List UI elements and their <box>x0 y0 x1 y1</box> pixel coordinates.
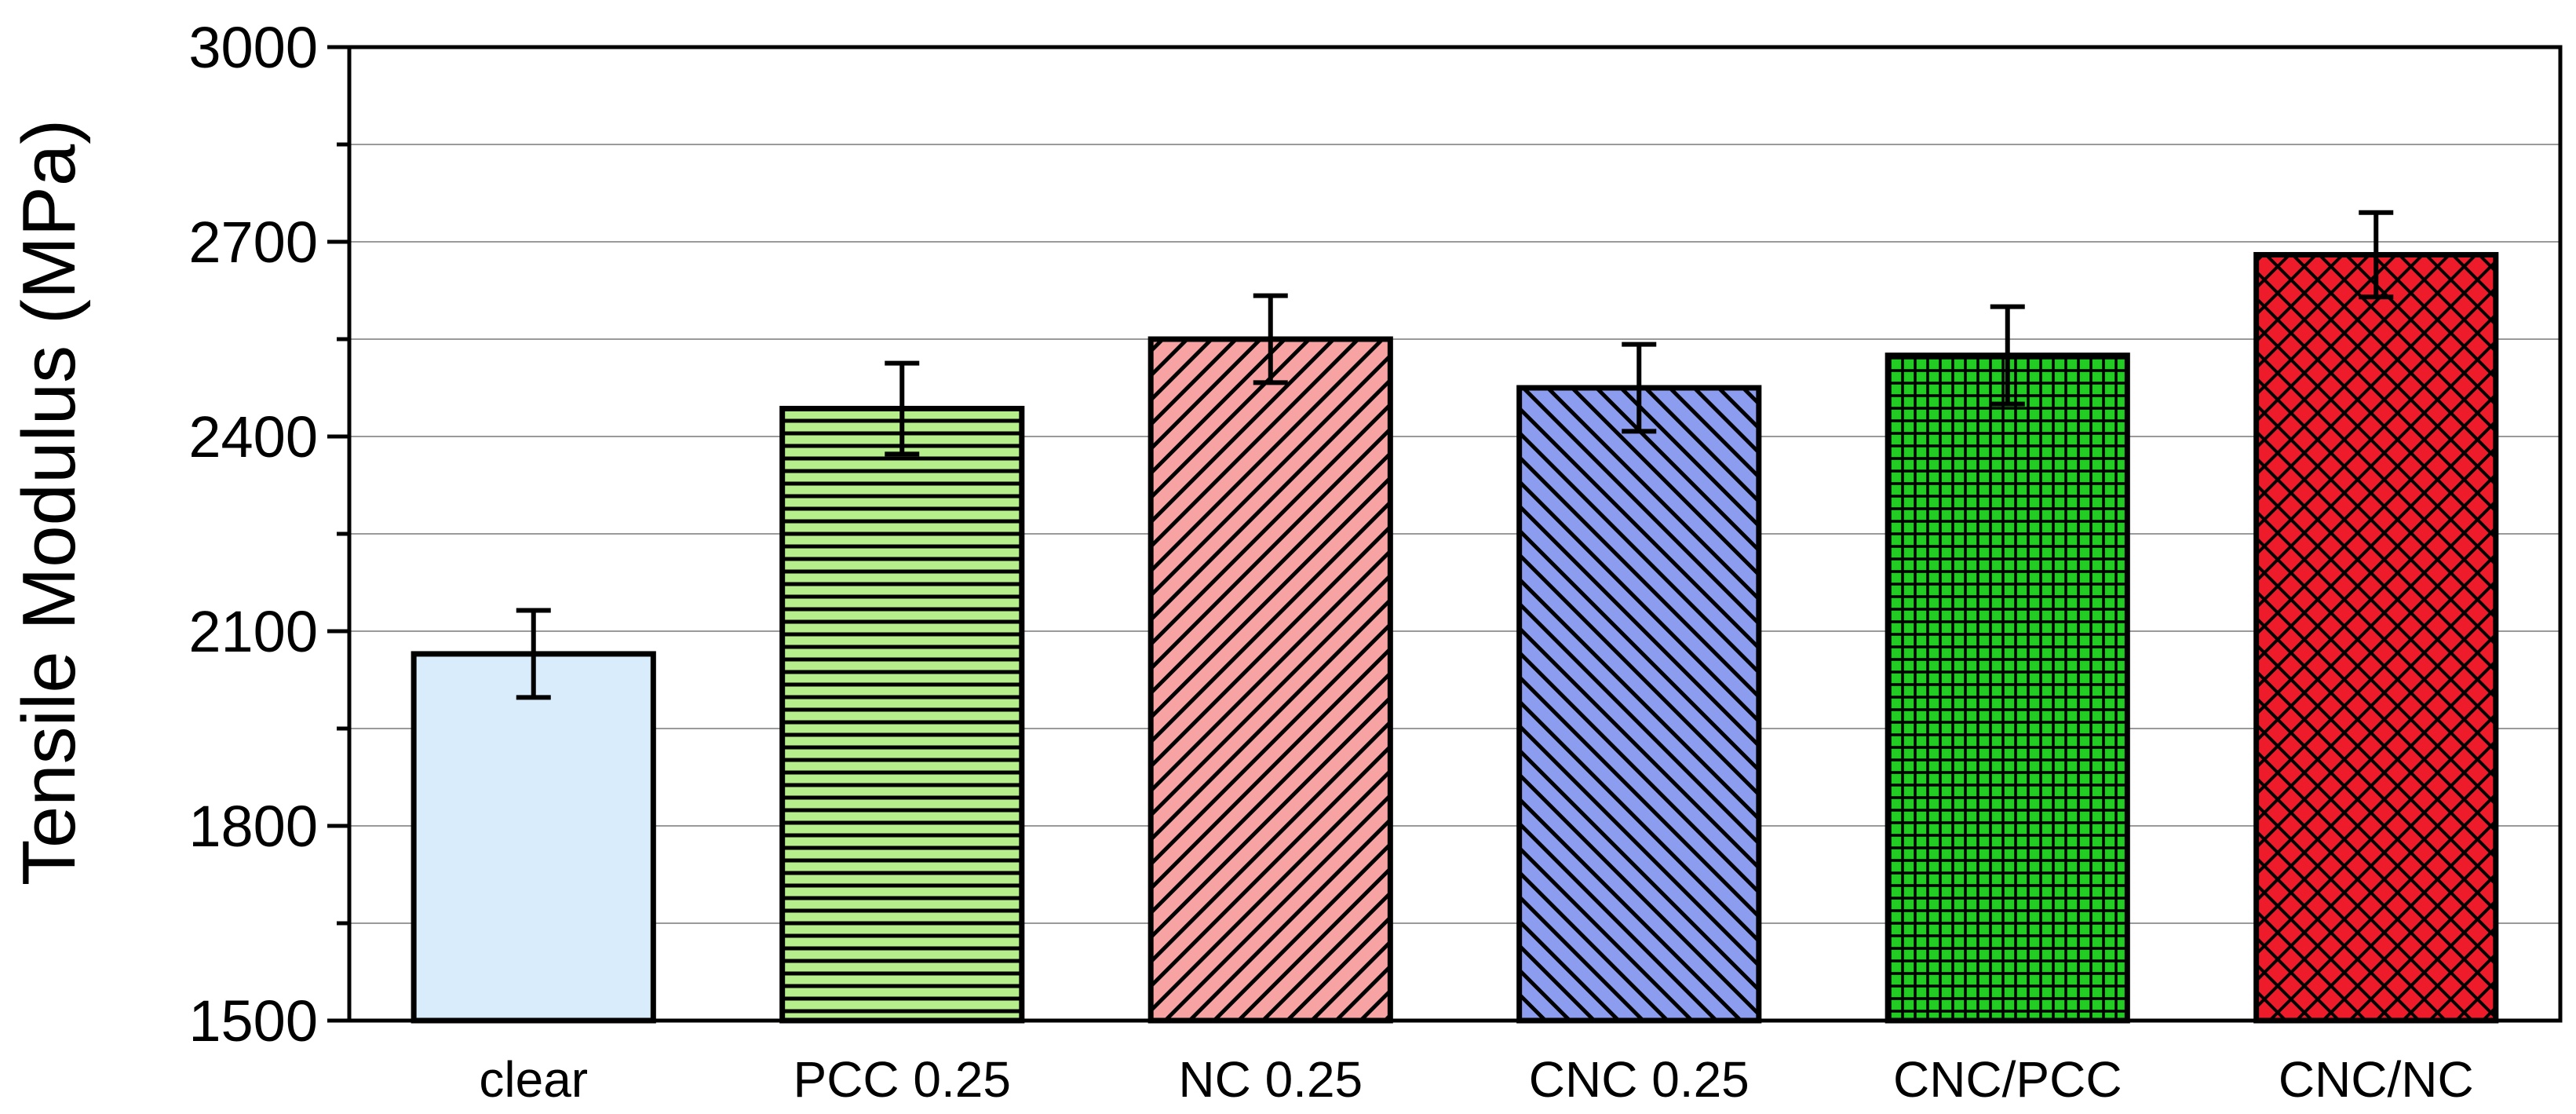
bar-fill <box>414 653 654 1021</box>
x-tick-label: CNC 0.25 <box>1529 1051 1750 1108</box>
tick-labels: clear PCC 0.25 NC 0.25 CNC 0.25 CNC/PCC CNC/N… <box>188 15 2473 1108</box>
bar-pattern <box>1888 355 2128 1021</box>
y-tick-label: 2400 <box>188 404 318 469</box>
y-tick-label: 2100 <box>188 599 318 664</box>
y-tick-label: 3000 <box>188 15 318 80</box>
x-tick-label: clear <box>479 1051 588 1108</box>
bar-pattern <box>782 408 1022 1021</box>
y-tick-label: 1500 <box>188 988 318 1054</box>
y-tick-label: 1800 <box>188 794 318 859</box>
bar-pattern <box>2256 254 2496 1021</box>
x-tick-label: CNC/NC <box>2279 1051 2474 1108</box>
x-tick-label: CNC/PCC <box>1893 1051 2122 1108</box>
x-tick-label: NC 0.25 <box>1178 1051 1363 1108</box>
gridlines <box>349 144 2560 924</box>
y-axis-title: Tensile Modulus (MPa) <box>7 119 91 886</box>
bars <box>410 252 2499 1024</box>
error-bars <box>516 210 2394 700</box>
y-tick-label: 2700 <box>188 210 318 275</box>
bar-pattern <box>1519 388 1759 1021</box>
bar-pattern <box>1151 339 1391 1021</box>
axes <box>327 45 2563 1023</box>
x-tick-label: PCC 0.25 <box>794 1051 1011 1108</box>
